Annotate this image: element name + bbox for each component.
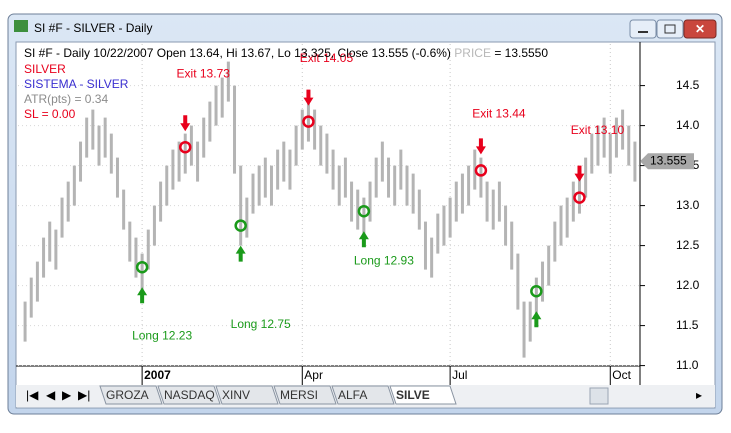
tab-label: GROZA (106, 388, 149, 402)
tab[interactable] (389, 385, 457, 405)
signal-label: Exit 13.73 (177, 66, 231, 80)
signal-marker (234, 219, 247, 232)
x-tick-label: Apr (304, 368, 323, 382)
y-tick-label: 14.5 (676, 78, 700, 92)
chart-header: SI #F - Daily 10/22/2007 Open 13.64, Hi … (24, 46, 548, 60)
signal-arrow (180, 115, 191, 132)
signal-label: Long 12.23 (132, 328, 192, 342)
y-tick-label: 13.0 (676, 198, 700, 212)
minimize-button[interactable] (629, 19, 657, 39)
nav-first[interactable]: |◀ (26, 388, 39, 402)
scroll-thumb[interactable] (589, 387, 609, 405)
signal-label: Long 12.93 (354, 253, 414, 267)
signal-marker (474, 164, 488, 177)
tab[interactable] (273, 385, 337, 405)
legend-entry: SISTEMA - SILVER (24, 77, 129, 91)
signal-label: Exit 13.10 (571, 123, 625, 137)
signal-marker (302, 115, 315, 128)
signal-marker (573, 191, 586, 204)
nav-last[interactable]: ▶| (78, 388, 90, 402)
signal-marker (135, 260, 149, 274)
nav-buttons: |◀ ◀ ▶ ▶| (26, 388, 90, 402)
signal-arrow (235, 245, 246, 262)
y-tick-label: 11.0 (676, 358, 699, 372)
header-text: SI #F - Daily 10/22/2007 Open 13.64, Hi … (24, 46, 451, 60)
y-tick-label: 12.0 (676, 278, 700, 292)
maximize-button[interactable] (656, 19, 684, 39)
last-value-tag (640, 153, 694, 170)
x-tick-label: 2007 (144, 368, 171, 382)
signal-arrow (358, 231, 369, 248)
scroll-right[interactable]: ▸ (696, 388, 702, 402)
maximize-icon (664, 24, 676, 34)
close-icon: ✕ (695, 22, 705, 36)
nav-prev[interactable]: ◀ (46, 388, 56, 402)
tab[interactable] (331, 385, 395, 405)
tab[interactable] (99, 385, 163, 405)
signal-arrow (303, 89, 314, 106)
chart-pane (15, 41, 716, 409)
signal-arrow (531, 311, 542, 328)
signal-marker (530, 284, 543, 298)
y-tick-label: 11.5 (676, 318, 699, 332)
x-tick-label: Jul (452, 368, 467, 382)
tab-label: XINV (222, 388, 250, 402)
nav-next[interactable]: ▶ (62, 388, 72, 402)
header-price-name: PRICE (454, 46, 491, 60)
signal-arrow (137, 287, 148, 304)
last-value-label: 13.555 (650, 153, 687, 167)
signal-label: Exit 13.44 (472, 107, 526, 121)
header-price-value: = 13.5550 (494, 46, 548, 60)
plot-area: Long 12.23 Long 12.75 Long 12.93 Exit 13.73… (18, 44, 640, 366)
tab[interactable] (215, 385, 279, 405)
tab-label: SILVE (396, 388, 430, 402)
y-tick-label: 14.0 (676, 118, 700, 132)
signal-marker (178, 140, 192, 154)
signal-arrow (574, 165, 585, 182)
tab[interactable] (157, 385, 221, 405)
y-tick-label: 12.5 (676, 238, 700, 252)
signal-label: Exit 14.05 (300, 51, 354, 65)
tab-label: ALFA (338, 388, 367, 402)
legend-entry: SILVER (24, 62, 66, 76)
tabs: GROZA NASDAQ XINV MERSI ALFA SILVE (99, 385, 457, 405)
tab-label: MERSI (280, 388, 318, 402)
tab-label: NASDAQ (164, 388, 215, 402)
legend-entry: SL = 0.00 (24, 107, 76, 121)
signal-marker (357, 204, 371, 218)
x-tick-label: Oct (612, 368, 631, 382)
legend-entry: ATR(pts) = 0.34 (24, 92, 108, 106)
close-button[interactable] (683, 19, 717, 39)
signal-label: Long 12.75 (231, 317, 291, 331)
window-title: SI #F - SILVER - Daily (34, 21, 152, 35)
signal-arrow (475, 138, 486, 155)
app-icon (14, 20, 28, 32)
